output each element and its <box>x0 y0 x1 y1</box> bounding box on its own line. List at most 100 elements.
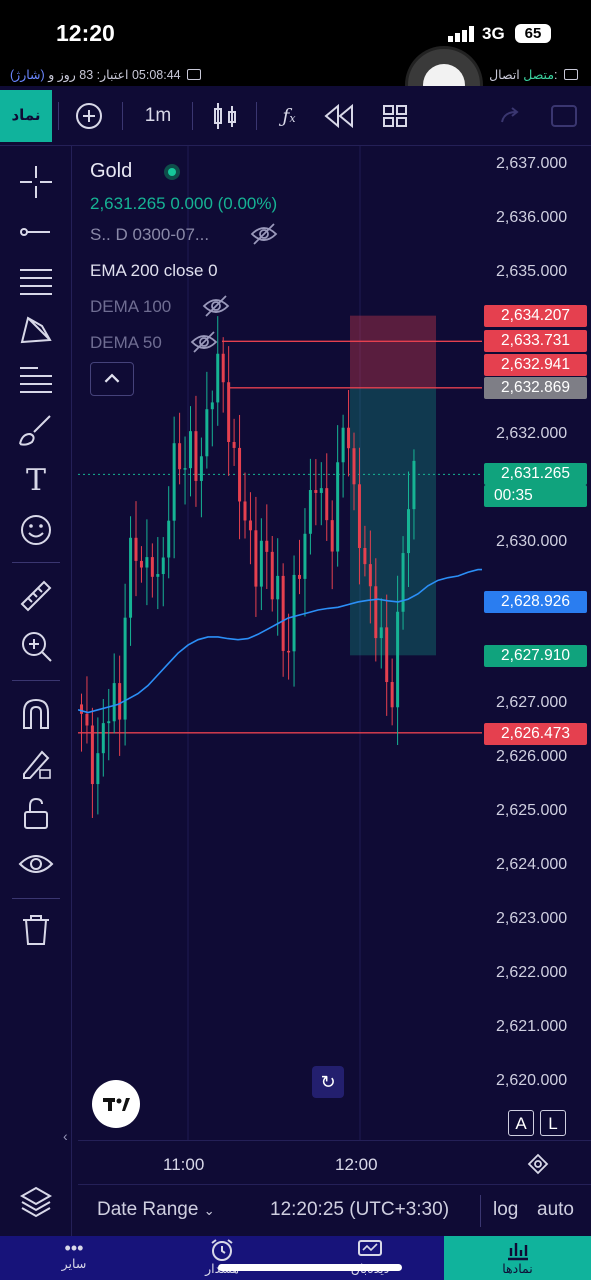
candle-body <box>396 611 400 708</box>
candle-body <box>336 462 340 552</box>
price-axis-label[interactable]: 00:35 <box>484 485 587 507</box>
auto-toggle[interactable]: auto <box>537 1199 574 1220</box>
account-info-bar: (شارژ) 05:08:44 اعتبار: 83 روز و متصل ات… <box>0 64 591 86</box>
emoji-icon[interactable] <box>16 510 56 550</box>
zoom-in-icon[interactable] <box>16 626 56 666</box>
price-axis-label[interactable]: 2,626.473 <box>484 723 587 745</box>
fullscreen-icon[interactable] <box>550 100 578 132</box>
lock-drawing-icon[interactable] <box>16 744 56 784</box>
server-icon <box>564 69 578 80</box>
toolbar-divider <box>58 102 59 130</box>
magnet-icon[interactable] <box>16 694 56 734</box>
tool-divider <box>12 898 60 899</box>
nav-symbols[interactable]: نمادها <box>444 1236 591 1280</box>
price-chart[interactable] <box>78 146 482 1140</box>
candle-body <box>199 456 203 481</box>
nav-alerts[interactable]: هشدار <box>148 1236 296 1280</box>
collapse-tools-arrow[interactable]: ‹ <box>63 1128 68 1144</box>
dema-50-indicator[interactable]: DEMA 50 <box>90 333 162 352</box>
price-axis-label[interactable]: 2,632.941 <box>484 354 587 376</box>
time-axis[interactable]: 11:00 12:00 <box>78 1140 591 1184</box>
eye-off-icon[interactable] <box>250 222 278 246</box>
replay-rewind-icon[interactable] <box>322 100 356 132</box>
candle-body <box>270 551 274 600</box>
eye-off-icon[interactable] <box>190 330 218 354</box>
tradingview-logo[interactable] <box>92 1080 140 1128</box>
chart-clock[interactable]: 12:20:25 (UTC+3:30) <box>270 1199 450 1220</box>
candle-body <box>357 484 361 549</box>
price-tick: 2,620.000 <box>496 1072 568 1089</box>
redo-icon[interactable] <box>498 100 524 132</box>
date-range-button[interactable]: Date Range ⌄ <box>97 1199 215 1221</box>
candle-body <box>368 564 372 587</box>
add-icon[interactable] <box>74 100 104 132</box>
candle-body <box>254 530 258 587</box>
candle-body <box>390 682 394 708</box>
price-axis-label[interactable]: 2,631.265 <box>484 463 587 485</box>
alarm-clock-icon <box>211 1239 233 1261</box>
candle-body <box>129 537 133 618</box>
price-axis[interactable]: 2,637.000 2,636.000 2,635.000 2,632.000 2,63… <box>482 146 591 1140</box>
price-axis-label[interactable]: 2,627.910 <box>484 645 587 667</box>
ema-indicator[interactable]: EMA 200 close 0 <box>90 261 218 280</box>
candle-body <box>85 713 89 726</box>
eye-off-icon[interactable] <box>202 294 230 318</box>
nav-label: سایر <box>61 1257 87 1271</box>
candle-body <box>407 509 410 554</box>
network-type: 3G <box>482 24 505 43</box>
candle-body <box>319 488 323 493</box>
crosshair-icon[interactable] <box>16 162 56 202</box>
price-axis-label[interactable]: 2,634.207 <box>484 305 587 327</box>
eye-icon[interactable] <box>16 844 56 884</box>
candle-body <box>314 490 318 493</box>
chart-settings-icon[interactable] <box>526 1153 550 1175</box>
log-scale-l-button[interactable]: L <box>540 1110 566 1136</box>
nav-more[interactable]: ••• سایر <box>0 1236 148 1280</box>
trash-icon[interactable] <box>16 910 56 950</box>
status-bar: 12:20 3G 65 <box>0 0 591 64</box>
fib-retracement-icon[interactable] <box>16 262 56 302</box>
pattern-icon[interactable] <box>16 310 56 350</box>
candle-body <box>178 443 182 470</box>
price-axis-label[interactable]: 2,628.926 <box>484 591 587 613</box>
trendline-icon[interactable] <box>16 212 56 252</box>
bar-chart-icon <box>507 1243 528 1261</box>
ruler-icon[interactable] <box>16 576 56 616</box>
prediction-icon[interactable] <box>16 360 56 400</box>
symbol-tab[interactable]: نماد <box>0 90 52 142</box>
candle-body <box>210 402 214 410</box>
auto-scale-a-button[interactable]: A <box>508 1110 534 1136</box>
brush-icon[interactable] <box>16 410 56 450</box>
reset-chart-button[interactable]: ↻ <box>312 1066 344 1098</box>
candle-body <box>292 574 296 652</box>
monitor-chart-icon <box>358 1240 382 1256</box>
candle-body <box>238 447 242 502</box>
last-price: 2,631.265 <box>90 194 166 213</box>
nav-watchlist[interactable]: دیده‌بان <box>296 1236 444 1280</box>
price-tick: 2,623.000 <box>496 910 568 928</box>
symbol-name[interactable]: Gold <box>90 160 133 182</box>
more-dots-icon: ••• <box>64 1238 84 1258</box>
price-tick: 2,630.000 <box>496 532 568 550</box>
candle-body <box>379 627 383 639</box>
chart-bottom-bar: Date Range ⌄ 12:20:25 (UTC+3:30) log aut… <box>78 1184 591 1236</box>
candle-body <box>96 753 100 785</box>
indicators-icon[interactable]: ƒx <box>282 105 296 127</box>
session-indicator[interactable]: S.. D 0300-07... <box>90 225 210 244</box>
candle-body <box>161 557 165 575</box>
dema-100-indicator[interactable]: DEMA 100 <box>90 297 172 316</box>
layout-grid-icon[interactable] <box>382 100 408 132</box>
price-axis-label[interactable]: 2,632.869 <box>484 377 587 399</box>
wallet-icon <box>187 69 202 80</box>
candle-body <box>308 490 312 534</box>
layers-icon[interactable] <box>16 1182 56 1222</box>
price-axis-label[interactable]: 2,633.731 <box>484 330 587 352</box>
log-toggle[interactable]: log <box>493 1199 519 1220</box>
candles-icon[interactable] <box>210 100 240 132</box>
collapse-legend-button[interactable] <box>90 362 134 396</box>
text-icon[interactable]: T <box>25 462 46 498</box>
charge-link[interactable]: (شارژ) <box>10 68 45 82</box>
unlock-icon[interactable] <box>16 794 56 834</box>
connection-info: متصل اتصال: <box>489 67 581 82</box>
interval-button[interactable]: 1m <box>144 105 172 126</box>
